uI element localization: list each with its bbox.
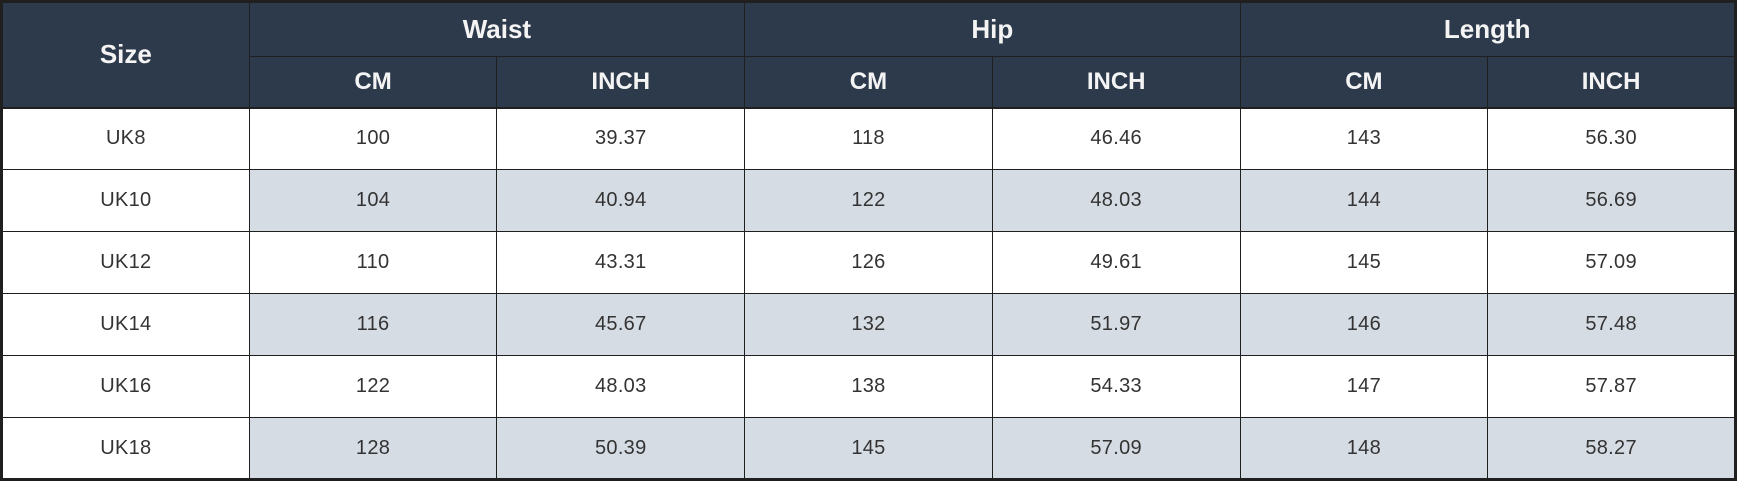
size-column-header: Size	[1, 1, 250, 108]
size-cell: UK10	[1, 169, 250, 232]
table-header: Size Waist Hip Length CM INCH CM INCH CM…	[1, 1, 1737, 108]
value-cell: 50.39	[496, 417, 746, 480]
value-cell: 56.69	[1487, 169, 1736, 232]
size-cell: UK18	[1, 417, 250, 480]
size-cell: UK14	[1, 293, 250, 356]
value-cell: 49.61	[991, 231, 1241, 294]
size-cell: UK12	[1, 231, 250, 294]
value-cell: 57.09	[991, 417, 1241, 480]
value-cell: 45.67	[496, 293, 746, 356]
value-cell: 57.48	[1487, 293, 1736, 356]
group-header-hip: Hip	[744, 1, 1241, 57]
table-row-uk10: UK10 104 40.94 122 48.03 144 56.69	[1, 169, 1736, 232]
unit-header-waist-inch: INCH	[496, 56, 746, 108]
value-cell: 57.87	[1487, 355, 1736, 418]
unit-header-hip-cm: CM	[744, 56, 993, 108]
value-cell: 138	[744, 355, 993, 418]
value-cell: 39.37	[496, 107, 746, 170]
unit-header-hip-inch: INCH	[991, 56, 1241, 108]
group-header-waist: Waist	[248, 1, 746, 57]
unit-header-length-cm: CM	[1239, 56, 1489, 108]
value-cell: 46.46	[991, 107, 1241, 170]
value-cell: 57.09	[1487, 231, 1736, 294]
value-cell: 147	[1239, 355, 1489, 418]
value-cell: 118	[744, 107, 993, 170]
value-cell: 51.97	[991, 293, 1241, 356]
value-cell: 58.27	[1487, 417, 1736, 480]
table-row-uk18: UK18 128 50.39 145 57.09 148 58.27	[1, 417, 1736, 480]
value-cell: 146	[1239, 293, 1489, 356]
value-cell: 48.03	[496, 355, 746, 418]
unit-header-row: CM INCH CM INCH CM INCH	[2, 56, 1736, 108]
value-cell: 126	[744, 231, 993, 294]
value-cell: 143	[1239, 107, 1489, 170]
value-cell: 54.33	[991, 355, 1241, 418]
value-cell: 122	[248, 355, 498, 418]
table-row-uk8: UK8 100 39.37 118 46.46 143 56.30	[1, 107, 1736, 170]
group-header-row: Size Waist Hip Length	[1, 1, 1737, 108]
table-row-uk14: UK14 116 45.67 132 51.97 146 57.48	[1, 293, 1736, 356]
value-cell: 145	[1239, 231, 1489, 294]
value-cell: 128	[248, 417, 498, 480]
size-cell: UK8	[1, 107, 250, 170]
value-cell: 40.94	[496, 169, 746, 232]
value-cell: 116	[248, 293, 498, 356]
group-header-length: Length	[1239, 1, 1737, 57]
value-cell: 148	[1239, 417, 1489, 480]
value-cell: 132	[744, 293, 993, 356]
value-cell: 100	[248, 107, 498, 170]
value-cell: 104	[248, 169, 498, 232]
table-body: UK8 100 39.37 118 46.46 143 56.30 UK10 1…	[1, 107, 1736, 480]
value-cell: 110	[248, 231, 498, 294]
value-cell: 144	[1239, 169, 1489, 232]
size-cell: UK16	[1, 355, 250, 418]
value-cell: 48.03	[991, 169, 1241, 232]
value-cell: 122	[744, 169, 993, 232]
table-row-uk16: UK16 122 48.03 138 54.33 147 57.87	[1, 355, 1736, 418]
value-cell: 43.31	[496, 231, 746, 294]
unit-header-waist-cm: CM	[248, 56, 498, 108]
table-row-uk12: UK12 110 43.31 126 49.61 145 57.09	[1, 231, 1736, 294]
unit-header-length-inch: INCH	[1487, 56, 1736, 108]
value-cell: 56.30	[1487, 107, 1736, 170]
value-cell: 145	[744, 417, 993, 480]
